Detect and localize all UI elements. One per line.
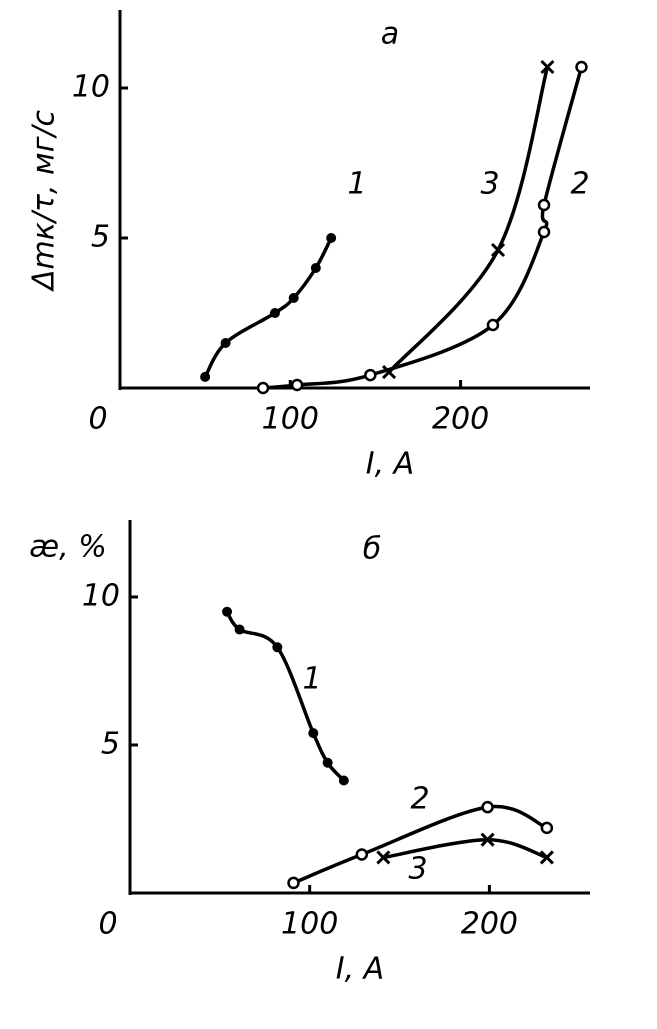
series-label: 3: [480, 167, 499, 202]
y-tick-label: 10: [82, 578, 120, 613]
marker-dot: [220, 338, 231, 348]
marker-dot: [272, 642, 283, 653]
marker-circle: [364, 368, 377, 382]
marker-circle: [290, 378, 304, 392]
x-tick-label: 200: [461, 907, 518, 942]
series-label: 1: [347, 167, 366, 202]
y-tick-label: 10: [72, 70, 110, 105]
series-label: 3: [408, 852, 427, 887]
marker-dot: [326, 233, 337, 243]
marker-dot: [338, 775, 349, 786]
marker-dot: [234, 624, 245, 635]
marker-dot: [222, 606, 233, 617]
marker-cross: [490, 242, 506, 258]
series-curve: [225, 610, 346, 782]
marker-dot: [322, 757, 333, 768]
marker-dot: [308, 728, 319, 739]
marker-circle: [355, 848, 369, 861]
series-curve: [292, 804, 548, 885]
marker-cross: [381, 365, 397, 380]
marker-dot: [310, 263, 321, 273]
marker-circle: [256, 381, 270, 395]
x-axis-label: I, A: [366, 447, 414, 482]
series-label: 1: [302, 662, 321, 697]
series-curve: [387, 66, 550, 374]
y-axis-label: æ, %: [29, 530, 106, 565]
marker-dot: [269, 308, 280, 318]
marker-dot: [288, 293, 299, 303]
y-tick-label: 5: [101, 726, 120, 761]
marker-cross: [376, 850, 391, 865]
y-tick-label: 5: [91, 220, 110, 255]
series-label: 2: [570, 167, 589, 202]
marker-circle: [540, 821, 554, 835]
y-axis-label: Δmк/τ, мг/с: [27, 109, 62, 292]
marker-cross: [480, 832, 495, 847]
x-tick-label: 0: [88, 402, 107, 437]
marker-circle: [481, 800, 494, 814]
series-label: 2: [410, 782, 429, 817]
marker-circle: [486, 318, 500, 332]
marker-circle: [537, 225, 551, 239]
panel-label: б: [363, 532, 382, 567]
marker-circle: [575, 60, 588, 74]
x-axis-label: I, A: [336, 952, 384, 987]
marker-cross: [539, 850, 554, 865]
series-curve: [203, 237, 333, 378]
marker-circle: [537, 198, 551, 212]
marker-circle: [287, 876, 300, 890]
x-tick-label: 100: [262, 402, 319, 437]
marker-dot: [200, 371, 211, 382]
panel-label: а: [381, 17, 399, 52]
x-tick-label: 100: [281, 907, 338, 942]
marker-cross: [540, 59, 555, 75]
x-tick-label: 0: [98, 907, 117, 942]
x-tick-label: 200: [432, 402, 489, 437]
